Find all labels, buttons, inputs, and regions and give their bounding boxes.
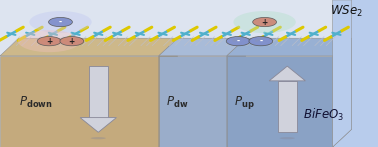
Text: $\mathbf{\mathit{P}}_{\mathbf{up}}$: $\mathbf{\mathit{P}}_{\mathbf{up}}$ bbox=[234, 94, 255, 111]
Ellipse shape bbox=[48, 17, 73, 27]
Text: +: + bbox=[262, 17, 268, 27]
Polygon shape bbox=[278, 81, 297, 132]
Polygon shape bbox=[0, 38, 178, 56]
Polygon shape bbox=[80, 118, 116, 132]
Polygon shape bbox=[159, 56, 227, 147]
Ellipse shape bbox=[226, 37, 250, 46]
Ellipse shape bbox=[233, 11, 296, 33]
Polygon shape bbox=[227, 38, 352, 56]
Text: $\mathit{BiFeO_3}$: $\mathit{BiFeO_3}$ bbox=[303, 107, 344, 123]
Text: -: - bbox=[59, 17, 62, 27]
Ellipse shape bbox=[60, 37, 84, 46]
Ellipse shape bbox=[253, 17, 276, 27]
Text: $\mathit{WSe_2}$: $\mathit{WSe_2}$ bbox=[330, 4, 363, 19]
Text: -: - bbox=[237, 37, 240, 46]
Polygon shape bbox=[227, 56, 333, 147]
Ellipse shape bbox=[91, 137, 106, 139]
Text: +: + bbox=[46, 37, 52, 46]
Ellipse shape bbox=[18, 30, 80, 52]
Text: $\mathbf{\mathit{P}}_{\mathbf{dw}}$: $\mathbf{\mathit{P}}_{\mathbf{dw}}$ bbox=[166, 95, 189, 110]
Polygon shape bbox=[159, 38, 246, 56]
Ellipse shape bbox=[280, 137, 295, 139]
Ellipse shape bbox=[249, 37, 273, 46]
Polygon shape bbox=[333, 0, 352, 147]
Text: $\mathbf{\mathit{P}}_{\mathbf{down}}$: $\mathbf{\mathit{P}}_{\mathbf{down}}$ bbox=[19, 95, 53, 110]
Text: +: + bbox=[69, 37, 75, 46]
Polygon shape bbox=[89, 66, 108, 118]
Text: -: - bbox=[259, 37, 262, 46]
Polygon shape bbox=[269, 66, 305, 81]
Ellipse shape bbox=[29, 11, 91, 33]
Polygon shape bbox=[333, 0, 378, 147]
Polygon shape bbox=[0, 56, 159, 147]
Ellipse shape bbox=[37, 37, 61, 46]
Polygon shape bbox=[159, 38, 178, 147]
Polygon shape bbox=[0, 0, 378, 56]
Polygon shape bbox=[333, 38, 352, 147]
Polygon shape bbox=[227, 38, 246, 147]
